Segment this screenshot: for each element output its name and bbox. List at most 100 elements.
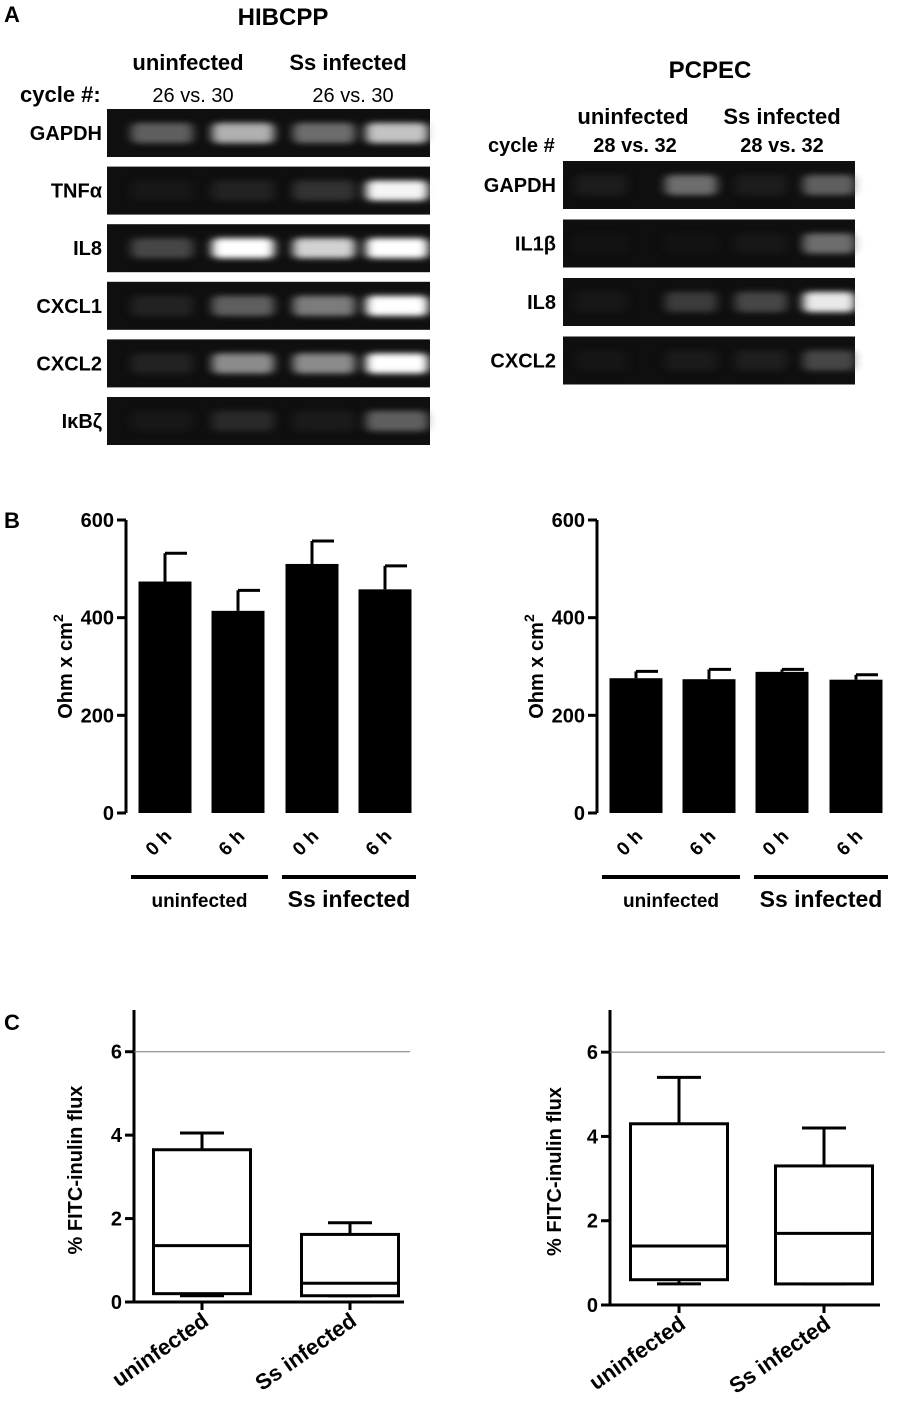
gel-band (575, 350, 627, 371)
gel-row-label: IL8 (527, 292, 556, 314)
x-tick-label: 6 h (362, 826, 396, 860)
gel-band (803, 174, 855, 196)
gel-band (735, 291, 787, 313)
gel-band (212, 295, 274, 316)
gel-row-label: CXCL1 (36, 296, 102, 318)
gel-row-label: GAPDH (484, 175, 556, 197)
y-tick-label: 0 (103, 803, 114, 825)
gel-left-cycle-label: cycle #: (20, 82, 101, 107)
y-tick-label: 2 (111, 1209, 122, 1231)
gel-band (293, 180, 355, 201)
y-axis-label: Ohm x cm2 (521, 614, 548, 719)
gel-right: GAPDH IL1β IL8 CXCL2 (484, 161, 855, 385)
y-tick-label: 400 (81, 608, 114, 630)
box-chart-pcpec: 0 2 4 6 % FITC-inulin flux uninfected Ss infec… (544, 1010, 885, 1398)
y-tick-label: 400 (552, 608, 585, 630)
y-tick-label: 6 (111, 1042, 122, 1064)
gel-band (735, 350, 787, 371)
box (152, 1148, 252, 1296)
gel-band (575, 174, 627, 196)
gel-band (212, 353, 274, 374)
y-axis-label: % FITC-inulin flux (65, 1086, 87, 1255)
gel-band (131, 180, 193, 201)
gel-band (575, 233, 627, 254)
x-tick-label: 6 h (215, 826, 249, 860)
gel-band (131, 122, 193, 144)
y-tick-label: 0 (574, 803, 585, 825)
gel-row-label: CXCL2 (36, 353, 102, 375)
gel-band (293, 353, 355, 374)
x-tick-label: 0 h (759, 826, 793, 860)
bar-chart-pcpec: 0 200 400 600 Ohm x cm2 0 h 6 h 0 h 6 h uninfecte… (521, 510, 888, 912)
gel-band (366, 180, 428, 201)
gel-right-cycles1: 28 vs. 32 (593, 135, 676, 157)
bar (138, 581, 192, 813)
x-tick-label: 0 h (613, 826, 647, 860)
gel-band (665, 291, 717, 313)
box (774, 1164, 874, 1286)
gel-band (366, 122, 428, 144)
gel-band (212, 180, 274, 201)
box (629, 1122, 729, 1282)
gel-row-label: IL8 (73, 238, 102, 260)
bar (755, 671, 809, 813)
gel-right-cycle-label: cycle # (488, 135, 555, 157)
y-axis-label: Ohm x cm2 (50, 614, 77, 719)
bar (609, 678, 663, 813)
gel-band (212, 122, 274, 144)
gel-band (575, 291, 627, 313)
gel-band (803, 233, 855, 254)
bar (211, 610, 265, 813)
y-tick-label: 4 (111, 1125, 123, 1147)
gel-band (212, 410, 274, 432)
bar (829, 679, 883, 813)
x-tick-label: uninfected (584, 1311, 689, 1395)
gel-left-group1: uninfected (132, 50, 243, 75)
gel-band (131, 238, 193, 259)
x-tick-label: Ss infected (724, 1311, 834, 1399)
y-axis-label-superscript: 2 (521, 614, 537, 622)
gel-band (665, 174, 717, 196)
y-tick-label: 600 (552, 510, 585, 532)
gel-band (366, 410, 428, 432)
x-tick-label: 6 h (833, 826, 867, 860)
gel-right-title: PCPEC (669, 57, 752, 84)
gel-row-label: IκBζ (62, 411, 102, 433)
gel-band (212, 238, 274, 259)
box (300, 1232, 400, 1298)
x-tick-label: uninfected (107, 1308, 212, 1392)
gel-row-label: GAPDH (30, 123, 102, 145)
gel-left-group2: Ss infected (289, 50, 406, 75)
gel-band (131, 410, 193, 432)
group-label: Ss infected (760, 886, 883, 912)
gel-band (366, 238, 428, 259)
gel-band (665, 350, 717, 371)
panel-label-b: B (4, 508, 20, 533)
box-chart-hibcpp: 0 2 4 6 % FITC-inulin flux uninfected Ss infec… (65, 1010, 410, 1395)
panel-label-a: A (4, 2, 20, 27)
gel-band (293, 410, 355, 432)
y-tick-label: 200 (552, 705, 585, 727)
gel-band (366, 295, 428, 316)
y-tick-label: 200 (81, 705, 114, 727)
panel-label-c: C (4, 1010, 20, 1035)
y-tick-label: 6 (587, 1042, 598, 1064)
group-label: uninfected (151, 891, 247, 912)
gel-band (803, 350, 855, 371)
gel-row-label: IL1β (515, 234, 556, 256)
gel-row-label: TNFα (51, 181, 103, 203)
gel-left-cycles1: 26 vs. 30 (152, 85, 233, 107)
x-tick-label: 0 h (142, 826, 176, 860)
gel-band (735, 233, 787, 254)
bar (682, 679, 736, 813)
y-tick-label: 0 (111, 1292, 122, 1314)
gel-band (293, 122, 355, 144)
y-axis-label: % FITC-inulin flux (544, 1087, 566, 1256)
y-axis-label-text: Ohm x cm (55, 622, 77, 719)
x-tick-label: Ss infected (250, 1308, 360, 1396)
group-label: uninfected (623, 891, 719, 912)
y-tick-label: 4 (587, 1126, 599, 1148)
x-tick-label: 6 h (686, 826, 720, 860)
gel-band (293, 238, 355, 259)
